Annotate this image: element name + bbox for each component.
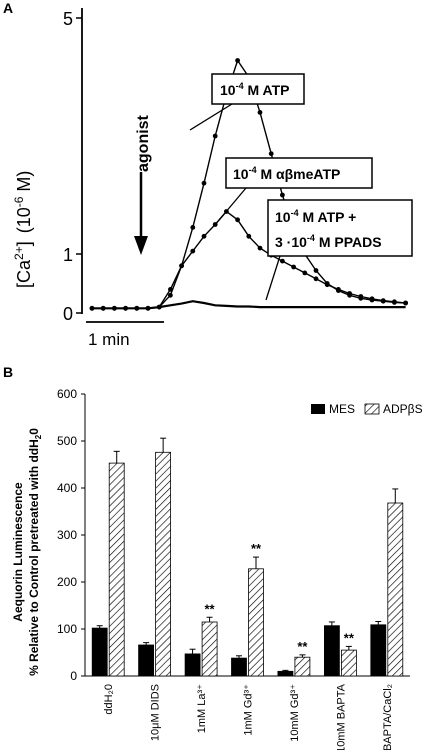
trace-point-0-9 — [190, 225, 196, 230]
panel-b-ylabel-line1: Aequorin Luminescence — [11, 482, 25, 622]
panel-b-xlabel-0: ddH₂0 — [103, 684, 115, 715]
significance-marker-1: ** — [251, 541, 262, 556]
trace-point-1-20 — [313, 276, 319, 282]
label-pointer-atp — [189, 103, 233, 131]
trace-point-1-14 — [246, 233, 252, 239]
legend-swatch-mes — [311, 404, 325, 414]
trace-point-1-27 — [392, 299, 397, 305]
panel-b-ytick-label-4: 400 — [57, 481, 77, 495]
svg-text:10-4 M αβmeATP: 10-4 M αβmeATP — [233, 165, 340, 182]
bar-adps-6 — [387, 502, 404, 677]
panel-a-label: A — [3, 0, 13, 16]
trace-point-1-9 — [190, 248, 196, 254]
bar-adps-1 — [155, 451, 172, 677]
panel-a-ylabel: [Ca2+](10-6 M) — [12, 171, 34, 288]
legend-swatch-adpbs — [364, 403, 380, 415]
label-pointer-abmeatp — [213, 187, 247, 227]
label-box-ppads: 10-4 M ATP + 3 ·10-4 M PPADS — [267, 199, 413, 257]
panel-b-xlabel-6: BAPTA/CaCl₂ — [382, 684, 394, 750]
trace-point-0-17 — [280, 192, 285, 198]
panel-b-xlabels: ddH₂0 10μM DIDS 1mM La³⁺ 1mM Gd³⁺ 10mM Gd³⁺ 1… — [103, 683, 394, 750]
trace-point-1-7 — [168, 287, 173, 292]
bar-mes-0 — [91, 627, 108, 677]
panel-b-ytick-label-5: 500 — [57, 434, 77, 448]
label-box-abmeatp: 10-4 M αβmeATP — [225, 157, 373, 189]
trace-point-1-19 — [302, 270, 308, 276]
scale-bar-label: 1 min — [88, 330, 130, 349]
trace-line-2 — [92, 300, 406, 310]
panel-a: A [Ca2+](10-6 M) 5 1 0 1 min agonist 10-… — [3, 0, 413, 349]
trace-point-1-17 — [280, 258, 285, 264]
panel-b-xlabel-3: 1mM Gd³⁺ — [243, 684, 255, 736]
trace-point-0-20 — [313, 268, 319, 273]
panel-a-ytick-label-5: 5 — [63, 9, 73, 29]
panel-b-ytick-label-1: 100 — [57, 622, 77, 636]
bar-mes-6 — [370, 624, 387, 677]
panel-b-ytick-label-2: 200 — [57, 575, 77, 589]
label-box-atp: 10-4 M ATP — [211, 73, 305, 105]
panel-b-xlabel-4: 10mM Gd³⁺ — [289, 684, 301, 742]
panel-b-label: B — [3, 364, 13, 380]
panel-b-ytick-label-3: 300 — [57, 528, 77, 542]
trace-point-0-16 — [268, 151, 274, 157]
bar-mes-1 — [138, 644, 155, 677]
trace-point-1-10 — [201, 233, 207, 239]
panel-b-yticks: 0 100 200 300 400 500 600 — [57, 387, 85, 683]
trace-point-0-11 — [212, 133, 218, 139]
agonist-arrow-head — [134, 236, 148, 255]
panel-b-xlabel-1: 10μM DIDS — [150, 684, 162, 741]
trace-point-1-23 — [347, 291, 352, 296]
trace-point-1-8 — [179, 263, 185, 269]
svg-text:3 ·10-4 M PPADS: 3 ·10-4 M PPADS — [275, 233, 382, 250]
trace-point-1-15 — [257, 245, 263, 251]
significance-marker-0: ** — [205, 601, 216, 616]
bar-mes-4 — [277, 670, 294, 677]
trace-point-0-7 — [168, 292, 173, 298]
panel-b-xlabel-2: 1mM La³⁺ — [196, 684, 208, 733]
bar-adps-2 — [201, 621, 218, 677]
panel-b-legend: MES ADPβS — [311, 402, 423, 416]
agonist-label: agonist — [135, 114, 152, 172]
trace-point-1-21 — [324, 282, 330, 288]
trace-point-1-28 — [403, 300, 408, 306]
trace-point-0-15 — [257, 110, 263, 115]
trace-point-1-13 — [235, 217, 241, 223]
svg-text:10-4 M ATP +: 10-4 M ATP + — [275, 208, 356, 225]
label-pointer-ppads — [265, 255, 281, 301]
panel-b-xlabel-5: 10mM BAPTA — [335, 683, 347, 750]
panel-b-ylabel-line2: % Relative to Control pretreated with dd… — [27, 428, 43, 676]
bar-mes-5 — [323, 625, 340, 677]
trace-point-1-26 — [380, 298, 386, 303]
significance-marker-2: ** — [297, 639, 308, 654]
legend-label-mes: MES — [329, 402, 355, 416]
bar-adps-0 — [108, 462, 125, 677]
trace-point-1-25 — [369, 296, 375, 302]
trace-point-1-18 — [291, 264, 296, 270]
trace-point-1-24 — [358, 294, 364, 299]
bar-mes-2 — [184, 653, 201, 677]
panel-b-ytick-label-0: 0 — [70, 669, 77, 683]
legend-label-adpbs: ADPβS — [383, 402, 423, 416]
panel-b: B Aequorin Luminescence % Relative to Co… — [3, 364, 423, 750]
trace-point-1-22 — [336, 287, 341, 292]
panel-b-ytick-label-6: 600 — [57, 387, 77, 401]
significance-marker-3: ** — [344, 630, 355, 645]
panel-a-ytick-label-1: 1 — [63, 245, 73, 265]
bar-adps-3 — [248, 568, 264, 677]
trace-point-0-10 — [201, 180, 207, 186]
svg-text:10-4 M ATP: 10-4 M ATP — [220, 81, 289, 98]
bar-mes-3 — [231, 657, 247, 677]
panel-a-ytick-label-0: 0 — [63, 304, 73, 324]
panel-b-bars: ** ** ** ** — [91, 437, 404, 677]
bar-adps-4 — [294, 656, 311, 677]
trace-point-0-13 — [235, 58, 241, 63]
bar-adps-5 — [340, 649, 357, 677]
